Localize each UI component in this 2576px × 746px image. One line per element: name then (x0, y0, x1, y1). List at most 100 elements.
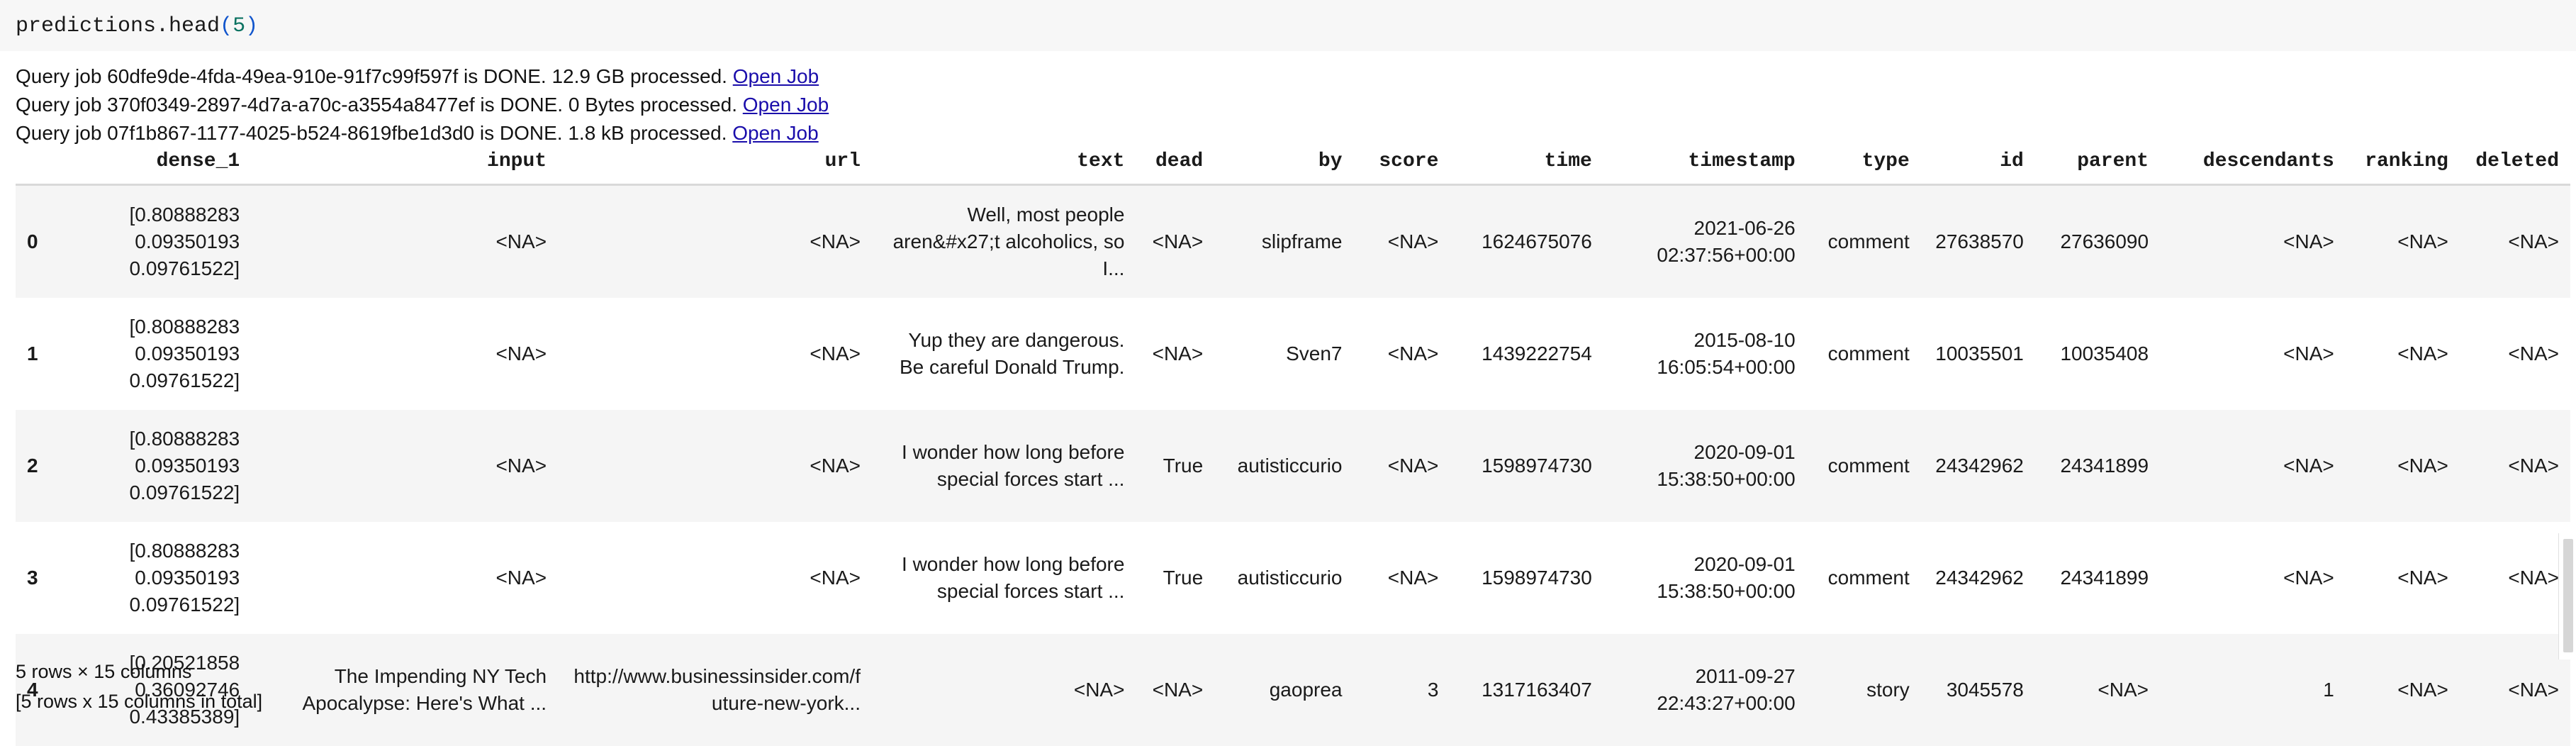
cell-by: autisticcurio (1214, 522, 1353, 634)
column-header-id: id (1921, 147, 2035, 185)
cell-dense_1: [0.80888283 0.09350193 0.09761522] (58, 298, 251, 410)
cell-score: 3 (1354, 634, 1450, 746)
cell-time: 1598974730 (1450, 522, 1603, 634)
dataframe-footer: 5 rows × 15 columns [5 rows x 15 columns… (16, 657, 262, 716)
cell-ranking: <NA> (2346, 410, 2460, 522)
cell-id: 24342962 (1921, 410, 2035, 522)
query-job-log: Query job 60dfe9de-4fda-49ea-910e-91f7c9… (0, 51, 2576, 147)
column-header-descendants: descendants (2160, 147, 2346, 185)
cell-url: <NA> (558, 522, 872, 634)
cell-id: 24342962 (1921, 522, 2035, 634)
cell-dead: True (1136, 410, 1214, 522)
column-header-url: url (558, 147, 872, 185)
cell-url: <NA> (558, 185, 872, 299)
column-header-type: type (1807, 147, 1921, 185)
dataframe-total: [5 rows x 15 columns in total] (16, 686, 262, 716)
column-header-timestamp: timestamp (1603, 147, 1807, 185)
log-line-text: Query job 60dfe9de-4fda-49ea-910e-91f7c9… (16, 65, 733, 87)
cell-text: <NA> (872, 634, 1136, 746)
column-header-text: text (872, 147, 1136, 185)
cell-url: <NA> (558, 410, 872, 522)
cell-ranking: <NA> (2346, 298, 2460, 410)
cell-dead: <NA> (1136, 634, 1214, 746)
cell-input: <NA> (251, 185, 558, 299)
column-header-score: score (1354, 147, 1450, 185)
cell-text: Well, most people aren&#x27;t alcoholics… (872, 185, 1136, 299)
cell-dense_1: [0.80888283 0.09350193 0.09761522] (58, 410, 251, 522)
cell-score: <NA> (1354, 522, 1450, 634)
cell-by: Sven7 (1214, 298, 1353, 410)
cell-url: <NA> (558, 298, 872, 410)
log-line: Query job 07f1b867-1177-4025-b524-8619fb… (16, 119, 2576, 147)
cell-time: 1624675076 (1450, 185, 1603, 299)
cell-input: <NA> (251, 298, 558, 410)
cell-time: 1317163407 (1450, 634, 1603, 746)
table-row: 1 [0.80888283 0.09350193 0.09761522] <NA… (16, 298, 2570, 410)
open-job-link[interactable]: Open Job (732, 122, 818, 144)
code-cell[interactable]: predictions.head(5) (0, 0, 2576, 51)
column-header-dense_1: dense_1 (58, 147, 251, 185)
cell-timestamp: 2021-06-26 02:37:56+00:00 (1603, 185, 1807, 299)
cell-url: http://www.businessinsider.com/future-ne… (558, 634, 872, 746)
cell-descendants: <NA> (2160, 298, 2346, 410)
cell-id: 3045578 (1921, 634, 2035, 746)
cell-input: The Impending NY Tech Apocalypse: Here's… (251, 634, 558, 746)
column-header-dead: dead (1136, 147, 1214, 185)
cell-time: 1439222754 (1450, 298, 1603, 410)
open-job-link[interactable]: Open Job (743, 94, 829, 116)
cell-deleted: <NA> (2460, 522, 2570, 634)
cell-dead: <NA> (1136, 298, 1214, 410)
table-body: 0 [0.80888283 0.09350193 0.09761522] <NA… (16, 185, 2570, 746)
log-line: Query job 60dfe9de-4fda-49ea-910e-91f7c9… (16, 62, 2576, 91)
log-line-text: Query job 07f1b867-1177-4025-b524-8619fb… (16, 122, 732, 144)
cell-text: I wonder how long before special forces … (872, 410, 1136, 522)
table-header: dense_1 input url text dead by score tim… (16, 147, 2570, 185)
table-header-row: dense_1 input url text dead by score tim… (16, 147, 2570, 185)
column-header-index (16, 147, 58, 185)
cell-by: gaoprea (1214, 634, 1353, 746)
cell-dead: <NA> (1136, 185, 1214, 299)
dataframe-table: dense_1 input url text dead by score tim… (16, 147, 2570, 746)
cell-type: comment (1807, 410, 1921, 522)
cell-type: story (1807, 634, 1921, 746)
cell-id: 27638570 (1921, 185, 2035, 299)
column-header-parent: parent (2035, 147, 2160, 185)
row-index: 3 (16, 522, 58, 634)
code-function-name: predictions.head (16, 14, 220, 38)
cell-deleted: <NA> (2460, 410, 2570, 522)
cell-type: comment (1807, 522, 1921, 634)
code-argument: 5 (233, 14, 245, 38)
cell-parent: 27636090 (2035, 185, 2160, 299)
cell-timestamp: 2011-09-27 22:43:27+00:00 (1603, 634, 1807, 746)
cell-text: Yup they are dangerous. Be careful Donal… (872, 298, 1136, 410)
cell-descendants: <NA> (2160, 410, 2346, 522)
cell-score: <NA> (1354, 410, 1450, 522)
cell-parent: 10035408 (2035, 298, 2160, 410)
cell-ranking: <NA> (2346, 185, 2460, 299)
column-header-input: input (251, 147, 558, 185)
cell-text: I wonder how long before special forces … (872, 522, 1136, 634)
cell-by: slipframe (1214, 185, 1353, 299)
cell-timestamp: 2020-09-01 15:38:50+00:00 (1603, 410, 1807, 522)
cell-ranking: <NA> (2346, 522, 2460, 634)
column-header-by: by (1214, 147, 1353, 185)
cell-type: comment (1807, 185, 1921, 299)
open-job-link[interactable]: Open Job (733, 65, 819, 87)
cell-timestamp: 2020-09-01 15:38:50+00:00 (1603, 522, 1807, 634)
cell-parent: 24341899 (2035, 522, 2160, 634)
cell-dead: True (1136, 522, 1214, 634)
cell-parent: <NA> (2035, 634, 2160, 746)
cell-score: <NA> (1354, 185, 1450, 299)
cell-parent: 24341899 (2035, 410, 2160, 522)
cell-type: comment (1807, 298, 1921, 410)
cell-time: 1598974730 (1450, 410, 1603, 522)
vertical-scrollbar-thumb[interactable] (2563, 539, 2573, 652)
cell-id: 10035501 (1921, 298, 2035, 410)
code-open-paren: ( (220, 14, 233, 38)
code-close-paren: ) (245, 14, 258, 38)
cell-deleted: <NA> (2460, 185, 2570, 299)
cell-score: <NA> (1354, 298, 1450, 410)
cell-dense_1: [0.80888283 0.09350193 0.09761522] (58, 185, 251, 299)
log-line: Query job 370f0349-2897-4d7a-a70c-a3554a… (16, 91, 2576, 119)
log-line-text: Query job 370f0349-2897-4d7a-a70c-a3554a… (16, 94, 743, 116)
